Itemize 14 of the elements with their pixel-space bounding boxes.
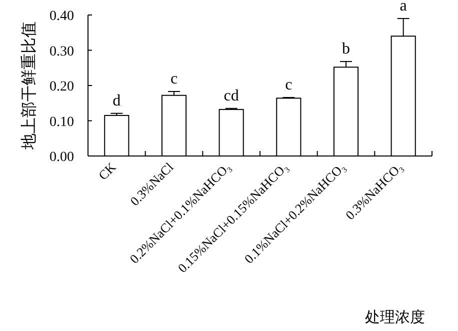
y-axis-title: 地上部干鲜重比值 bbox=[20, 22, 38, 150]
y-tick-label: 0.30 bbox=[50, 44, 74, 60]
y-tick-label: 0.10 bbox=[50, 114, 74, 130]
annotation: c bbox=[170, 70, 178, 88]
annotation: c bbox=[285, 76, 292, 94]
x-axis-title: 处理浓度 bbox=[365, 309, 425, 326]
annotation: cd bbox=[224, 87, 239, 104]
y-tick-label: 0.20 bbox=[50, 80, 74, 94]
y-tick-label: 0.00 bbox=[50, 150, 74, 165]
annotation: a bbox=[400, 0, 407, 15]
annotation: d bbox=[112, 92, 121, 110]
x-tick-label: CK bbox=[95, 159, 120, 183]
y-tick-label: 0.40 bbox=[50, 9, 74, 24]
annotation: b bbox=[342, 40, 350, 58]
